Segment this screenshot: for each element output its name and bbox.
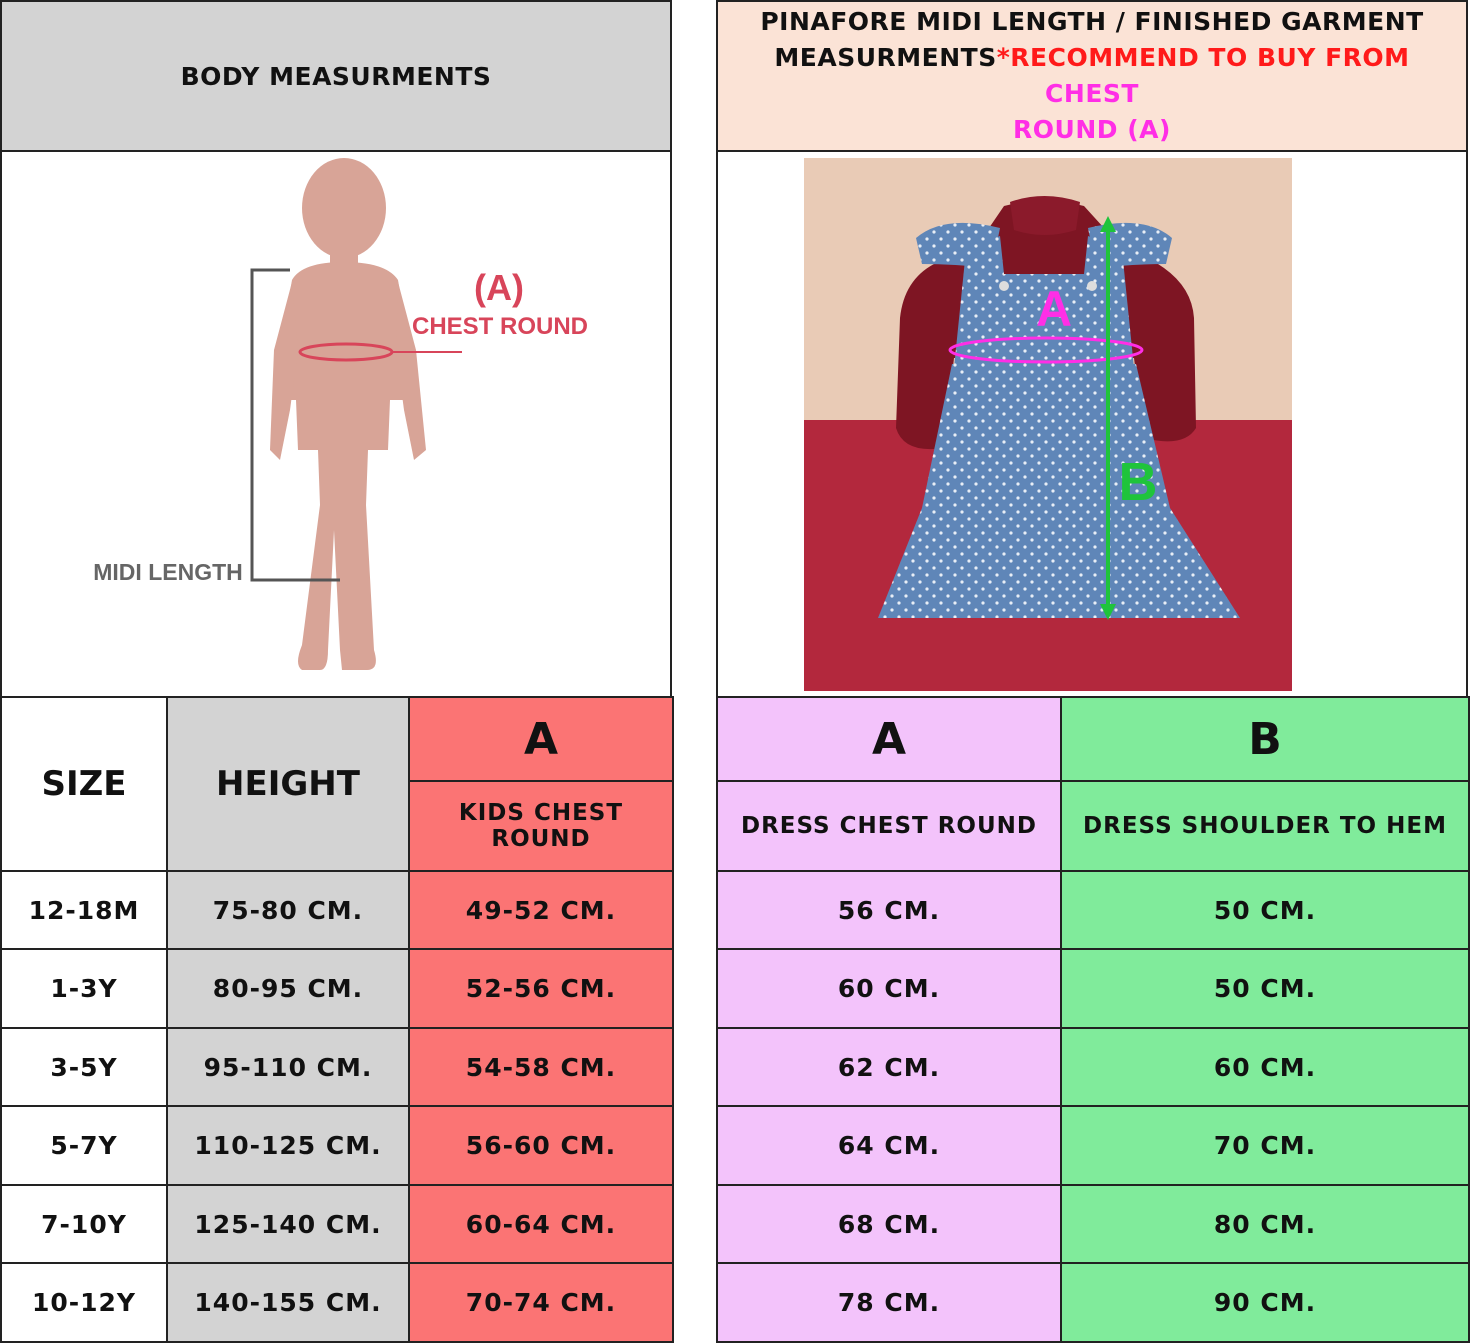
size-cell: 5-7Y xyxy=(0,1105,168,1186)
table-row: 10-12Y 140-155 CM. 70-74 CM. xyxy=(0,1262,674,1343)
height-cell: 80-95 CM. xyxy=(166,948,410,1029)
table-row: 56 CM. 50 CM. xyxy=(716,870,1470,950)
kids-chest-round-header: KIDS CHEST ROUND xyxy=(408,780,674,872)
dress-length-cell: 50 CM. xyxy=(1060,870,1470,950)
kids-chest-cell: 54-58 CM. xyxy=(408,1027,674,1107)
size-cell: 7-10Y xyxy=(0,1184,168,1264)
photo-label-a: A xyxy=(1036,281,1072,337)
dress-chest-cell: 56 CM. xyxy=(716,870,1062,950)
body-measurements-title: BODY MEASURMENTS xyxy=(180,61,492,91)
table-row: 64 CM. 70 CM. xyxy=(716,1105,1470,1186)
kids-chest-cell: 70-74 CM. xyxy=(408,1262,674,1343)
dress-length-cell: 60 CM. xyxy=(1060,1027,1470,1107)
dress-chest-cell: 60 CM. xyxy=(716,948,1062,1029)
height-cell: 140-155 CM. xyxy=(166,1262,410,1343)
kids-chest-cell: 56-60 CM. xyxy=(408,1105,674,1186)
size-cell: 10-12Y xyxy=(0,1262,168,1343)
photo-area xyxy=(716,150,1468,698)
garment-header-line3: ROUND (A) xyxy=(1013,115,1171,144)
dress-chest-cell: 78 CM. xyxy=(716,1262,1062,1343)
body-measurements-header: BODY MEASURMENTS xyxy=(0,0,672,152)
dress-chest-cell: 62 CM. xyxy=(716,1027,1062,1107)
dress-length-cell: 90 CM. xyxy=(1060,1262,1470,1343)
kids-chest-cell: 60-64 CM. xyxy=(408,1184,674,1264)
garment-header-chest: CHEST xyxy=(1045,79,1139,108)
size-cell: 1-3Y xyxy=(0,948,168,1029)
midi-length-bracket xyxy=(250,268,340,582)
garment-header-recommend: *RECOMMEND TO BUY FROM xyxy=(996,43,1410,72)
figure-label-chest-round: CHEST ROUND xyxy=(412,313,588,340)
figure-area: (A) CHEST ROUND MIDI LENGTH xyxy=(0,150,672,698)
table-row: 5-7Y 110-125 CM. 56-60 CM. xyxy=(0,1105,674,1186)
dress-length-cell: 70 CM. xyxy=(1060,1105,1470,1186)
pinafore-photo: A B xyxy=(804,158,1292,691)
kids-chest-a-header: A xyxy=(408,696,674,782)
garment-measurements-panel: PINAFORE MIDI LENGTH / FINISHED GARMENT … xyxy=(716,0,1470,1343)
kids-chest-cell: 49-52 CM. xyxy=(408,870,674,950)
dress-chest-marker xyxy=(948,336,1144,364)
table-row: 7-10Y 125-140 CM. 60-64 CM. xyxy=(0,1184,674,1264)
size-header: SIZE xyxy=(0,696,168,872)
height-cell: 110-125 CM. xyxy=(166,1105,410,1186)
size-cell: 3-5Y xyxy=(0,1027,168,1107)
table-row: 62 CM. 60 CM. xyxy=(716,1027,1470,1107)
garment-size-table: A B DRESS CHEST ROUND DRESS SHOULDER TO … xyxy=(716,696,1470,1343)
figure-label-midi-length: MIDI LENGTH xyxy=(93,559,243,585)
height-header: HEIGHT xyxy=(166,696,410,872)
table-row: 68 CM. 80 CM. xyxy=(716,1184,1470,1264)
kids-chest-cell: 52-56 CM. xyxy=(408,948,674,1029)
dress-chest-a-header: A xyxy=(716,696,1062,782)
garment-header-measurments: MEASURMENTS xyxy=(774,43,997,72)
figure-label-a: (A) xyxy=(474,267,524,308)
dress-shoulder-to-hem-header: DRESS SHOULDER TO HEM xyxy=(1060,780,1470,872)
dress-length-cell: 80 CM. xyxy=(1060,1184,1470,1264)
garment-header-line1: PINAFORE MIDI LENGTH / FINISHED GARMENT xyxy=(760,7,1424,36)
photo-label-b: B xyxy=(1119,452,1158,512)
table-row: 78 CM. 90 CM. xyxy=(716,1262,1470,1343)
height-cell: 125-140 CM. xyxy=(166,1184,410,1264)
table-row: 60 CM. 50 CM. xyxy=(716,948,1470,1029)
body-measurements-panel: BODY MEASURMENTS (A) CHEST ROUND MIDI LE… xyxy=(0,0,674,1343)
dress-chest-cell: 64 CM. xyxy=(716,1105,1062,1186)
garment-measurements-header: PINAFORE MIDI LENGTH / FINISHED GARMENT … xyxy=(716,0,1468,152)
height-cell: 95-110 CM. xyxy=(166,1027,410,1107)
table-row: 12-18M 75-80 CM. 49-52 CM. xyxy=(0,870,674,950)
dress-chest-cell: 68 CM. xyxy=(716,1184,1062,1264)
table-row: 1-3Y 80-95 CM. 52-56 CM. xyxy=(0,948,674,1029)
dress-length-cell: 50 CM. xyxy=(1060,948,1470,1029)
table-row: 3-5Y 95-110 CM. 54-58 CM. xyxy=(0,1027,674,1107)
height-cell: 75-80 CM. xyxy=(166,870,410,950)
dress-chest-round-header: DRESS CHEST ROUND xyxy=(716,780,1062,872)
garment-header-line2: MEASURMENTS*RECOMMEND TO BUY FROM CHEST xyxy=(738,40,1446,112)
child-silhouette-figure: (A) CHEST ROUND MIDI LENGTH xyxy=(93,158,588,670)
body-size-table: SIZE HEIGHT A KIDS CHEST ROUND 12-18M 75… xyxy=(0,696,674,1343)
child-silhouette-icon xyxy=(270,158,426,670)
dress-length-b-header: B xyxy=(1060,696,1470,782)
pinafore-dress-illustration: A B xyxy=(804,158,1292,691)
size-cell: 12-18M xyxy=(0,870,168,950)
